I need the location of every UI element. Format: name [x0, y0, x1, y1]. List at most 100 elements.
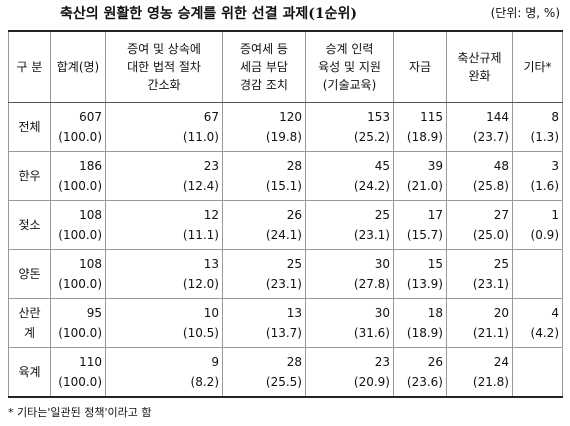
data-cell: 30 (27.8): [305, 249, 394, 299]
data-cell: 15 (13.9): [393, 249, 447, 299]
header-line: 합계(명): [56, 60, 100, 74]
count: 28: [286, 355, 302, 369]
header-cell: 기타*: [512, 30, 563, 103]
percent: (8.2): [190, 375, 219, 389]
percent: (10.5): [182, 326, 219, 340]
row-label: 양돈: [8, 249, 51, 299]
data-cell: 120 (19.8): [222, 102, 306, 152]
row-label: 한우: [8, 151, 51, 201]
count: 120: [279, 110, 302, 124]
header-line: 완화: [468, 69, 491, 83]
percent: (23.6): [406, 375, 443, 389]
count: 23: [374, 355, 390, 369]
data-cell: 115 (18.9): [393, 102, 447, 152]
percent: (24.2): [353, 179, 390, 193]
count: 25: [493, 257, 509, 271]
percent: (25.5): [265, 375, 302, 389]
count: 25: [374, 208, 390, 222]
count: 39: [427, 159, 443, 173]
header-line: 승계 인력: [325, 42, 374, 56]
data-cell: 23 (12.4): [105, 151, 223, 201]
percent: (18.9): [406, 130, 443, 144]
header-cell: 자금: [393, 30, 447, 103]
count: 607: [79, 110, 102, 124]
header-line: 경감 조치: [240, 78, 288, 92]
percent: (13.7): [265, 326, 302, 340]
count: 13: [286, 306, 302, 320]
data-cell: 13 (12.0): [105, 249, 223, 299]
data-cell: 110 (100.0): [50, 347, 106, 398]
percent: (21.8): [472, 375, 509, 389]
data-cell: 48 (25.8): [446, 151, 513, 201]
data-cell: 8 (1.3): [512, 102, 563, 152]
header-line: 기타*: [523, 60, 552, 74]
percent: (19.8): [265, 130, 302, 144]
count: 108: [79, 208, 102, 222]
percent: (24.1): [265, 228, 302, 242]
data-cell: 39 (21.0): [393, 151, 447, 201]
data-cell: 28 (25.5): [222, 347, 306, 398]
row-label: 육계: [8, 347, 51, 398]
row-label: 전체: [8, 102, 51, 152]
count: 1: [551, 208, 559, 222]
header-line: 구 분: [16, 60, 43, 74]
data-table: 구 분 합계(명) 증여 및 상속에 대한 법적 절차 간소화 증여세 등 세금 부담 경감 …: [8, 30, 563, 398]
data-cell: 144 (23.7): [446, 102, 513, 152]
footnote: * 기타는'일관된 정책'이라고 함: [8, 406, 152, 419]
percent: (100.0): [58, 228, 102, 242]
title-bar: 축산의 원활한 영농 승계를 위한 선결 과제(1순위) (단위: 명, %): [0, 3, 570, 25]
data-cell: 10 (10.5): [105, 298, 223, 348]
percent: (100.0): [58, 326, 102, 340]
data-cell: 27 (25.0): [446, 200, 513, 250]
percent: (31.6): [353, 326, 390, 340]
data-cell: 13 (13.7): [222, 298, 306, 348]
count: 108: [79, 257, 102, 271]
percent: (100.0): [58, 375, 102, 389]
data-cell: 9 (8.2): [105, 347, 223, 398]
data-cell: 18 (18.9): [393, 298, 447, 348]
percent: (18.9): [406, 326, 443, 340]
data-cell: 25 (23.1): [222, 249, 306, 299]
count: 12: [203, 208, 219, 222]
percent: (23.1): [353, 228, 390, 242]
percent: (13.9): [406, 277, 443, 291]
count: 13: [203, 257, 219, 271]
count: 24: [493, 355, 509, 369]
percent: (25.2): [353, 130, 390, 144]
data-cell: 45 (24.2): [305, 151, 394, 201]
data-cell: 153 (25.2): [305, 102, 394, 152]
header-line: 육성 및 지원: [318, 60, 381, 74]
count: 15: [427, 257, 443, 271]
header-line: 대한 법적 절차: [127, 60, 201, 74]
data-cell: 95 (100.0): [50, 298, 106, 348]
data-cell: 26 (23.6): [393, 347, 447, 398]
percent: (12.4): [182, 179, 219, 193]
percent: (100.0): [58, 277, 102, 291]
percent: (20.9): [353, 375, 390, 389]
count: 45: [374, 159, 390, 173]
count: 10: [203, 306, 219, 320]
percent: (27.8): [353, 277, 390, 291]
data-cell: 28 (15.1): [222, 151, 306, 201]
table-row: 산란계 95 (100.0) 10 (10.5) 13 (13.7) 30 (31.6) 18 (1…: [8, 298, 563, 348]
header-line: (기술교육): [322, 78, 377, 92]
count: 17: [427, 208, 443, 222]
count: 23: [203, 159, 219, 173]
count: 27: [493, 208, 509, 222]
data-cell: 108 (100.0): [50, 249, 106, 299]
count: 28: [286, 159, 302, 173]
count: 115: [420, 110, 443, 124]
percent: (100.0): [58, 179, 102, 193]
row-label: 산란계: [8, 298, 51, 348]
percent: (100.0): [58, 130, 102, 144]
header-line: 간소화: [147, 78, 181, 92]
percent: (11.1): [182, 228, 219, 242]
percent: (23.1): [265, 277, 302, 291]
percent: (21.0): [406, 179, 443, 193]
count: 95: [86, 306, 102, 320]
count: 186: [79, 159, 102, 173]
percent: (12.0): [182, 277, 219, 291]
count: 110: [79, 355, 102, 369]
data-cell: 17 (15.7): [393, 200, 447, 250]
data-cell: 25 (23.1): [446, 249, 513, 299]
